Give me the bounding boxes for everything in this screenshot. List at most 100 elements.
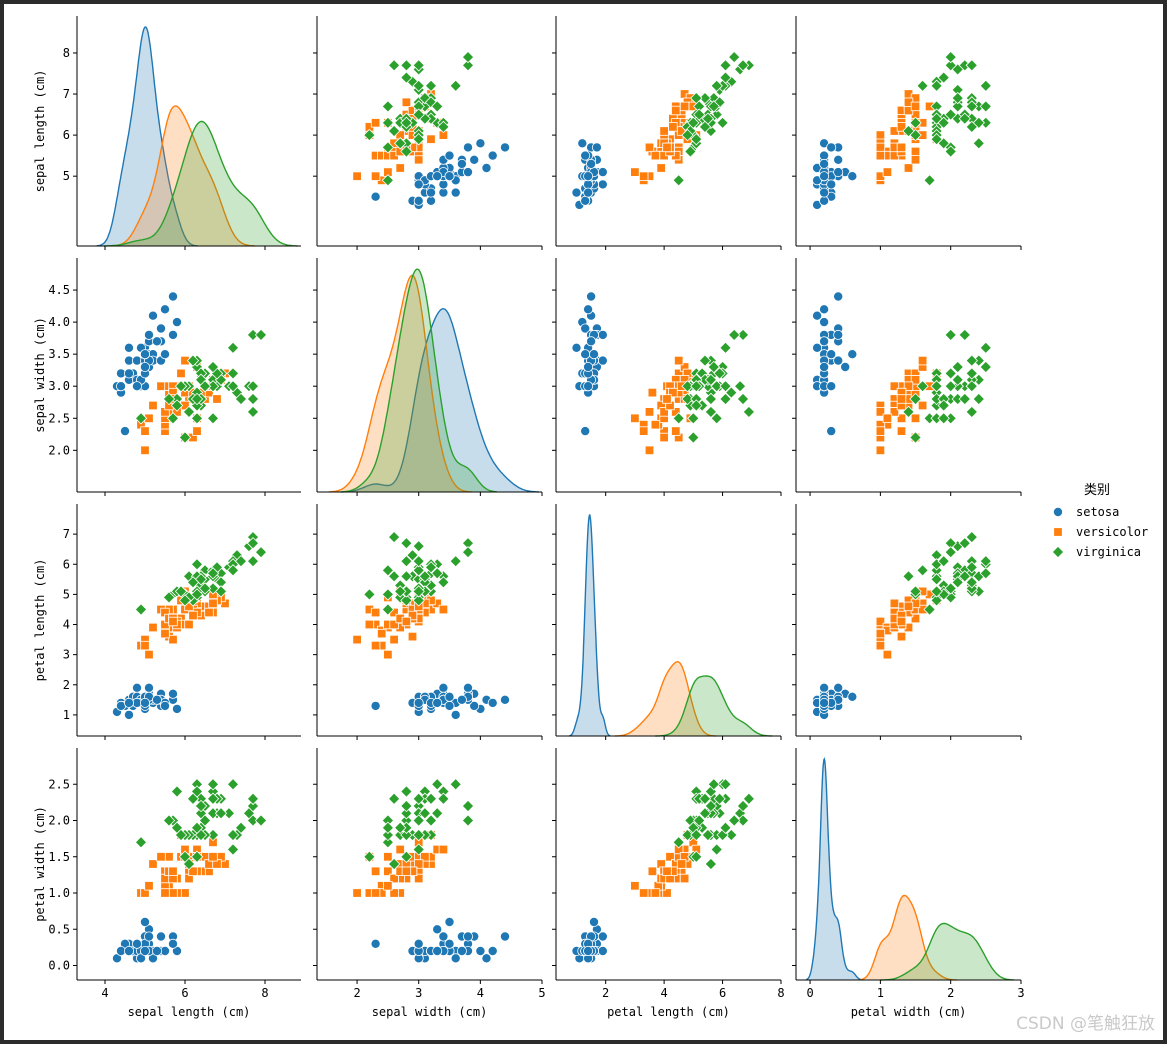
point-setosa — [487, 946, 498, 957]
point-setosa — [159, 349, 170, 360]
point-setosa — [143, 931, 154, 942]
point-virginica — [693, 814, 706, 827]
point-virginica — [979, 567, 992, 580]
point-virginica — [412, 59, 425, 72]
point-virginica — [681, 380, 694, 393]
point-setosa — [583, 946, 594, 957]
point-setosa — [833, 329, 844, 340]
point-setosa — [580, 349, 591, 360]
point-virginica — [937, 555, 950, 568]
point-setosa — [583, 171, 594, 182]
point-setosa — [462, 167, 473, 178]
point-setosa — [462, 142, 473, 153]
point-virginica — [719, 59, 732, 72]
point-setosa — [499, 694, 510, 705]
point-virginica — [412, 594, 425, 607]
point-virginica — [394, 137, 407, 150]
point-virginica — [226, 778, 240, 791]
point-setosa — [462, 682, 473, 693]
y-tick-label: 6 — [63, 128, 70, 142]
point-virginica — [254, 546, 268, 559]
point-virginica — [681, 128, 694, 142]
point-versicolor — [160, 628, 170, 639]
point-virginica — [226, 564, 240, 577]
point-setosa — [819, 304, 830, 315]
point-virginica — [719, 778, 732, 791]
point-virginica — [736, 392, 750, 406]
point-virginica — [944, 328, 957, 342]
point-versicolor — [896, 394, 907, 404]
point-virginica — [186, 354, 200, 367]
point-versicolor — [676, 859, 687, 869]
point-setosa — [571, 187, 582, 198]
panel-petal-width-vs-petal-width — [792, 748, 1022, 984]
point-setosa — [580, 426, 591, 437]
point-versicolor — [401, 616, 412, 627]
point-virginica — [707, 778, 720, 791]
point-virginica — [424, 814, 438, 827]
point-versicolor — [407, 631, 418, 642]
point-virginica — [958, 392, 971, 406]
point-virginica — [400, 807, 413, 820]
point-versicolor — [659, 407, 669, 417]
legend-label-virginica: virginica — [1076, 545, 1141, 559]
point-virginica — [698, 91, 712, 105]
point-setosa — [444, 700, 455, 711]
point-setosa — [847, 691, 858, 702]
point-virginica — [437, 792, 450, 805]
point-setosa — [167, 329, 178, 340]
point-versicolor — [413, 873, 424, 884]
point-virginica — [226, 828, 240, 842]
point-virginica — [930, 79, 943, 92]
point-virginica — [400, 71, 413, 84]
point-virginica — [178, 594, 192, 607]
point-versicolor — [659, 126, 669, 136]
x-tick-label: 6 — [181, 986, 188, 1000]
point-virginica — [937, 71, 950, 84]
x-axis-label-petal-length: petal length (cm) — [607, 1005, 730, 1019]
y-tick-label: 1.0 — [48, 886, 70, 900]
point-virginica — [387, 59, 401, 72]
y-tick-label: 6 — [63, 557, 70, 571]
point-virginica — [951, 100, 964, 113]
point-setosa — [847, 349, 858, 360]
point-setosa — [167, 938, 178, 949]
point-virginica — [387, 124, 401, 138]
point-setosa — [456, 694, 467, 705]
point-setosa — [413, 938, 424, 949]
point-setosa — [589, 349, 600, 360]
point-virginica — [944, 582, 957, 595]
point-virginica — [134, 603, 148, 616]
kde-line-versicolor — [110, 105, 255, 247]
point-virginica — [381, 174, 395, 187]
point-versicolor — [639, 426, 649, 436]
point-versicolor — [370, 171, 381, 181]
point-virginica — [412, 108, 425, 121]
point-virginica — [965, 59, 978, 72]
point-setosa — [143, 329, 154, 340]
point-setosa — [819, 317, 830, 328]
point-virginica — [254, 814, 268, 827]
point-versicolor — [168, 866, 178, 877]
point-versicolor — [420, 852, 430, 862]
point-virginica — [234, 821, 248, 834]
point-virginica — [930, 594, 943, 607]
point-virginica — [134, 412, 148, 425]
point-setosa — [444, 938, 455, 949]
point-virginica — [363, 850, 376, 863]
point-setosa — [139, 361, 150, 372]
point-setosa — [819, 697, 830, 708]
point-virginica — [363, 128, 376, 142]
point-versicolor — [875, 640, 886, 651]
point-virginica — [672, 836, 685, 849]
point-setosa — [438, 682, 449, 693]
point-versicolor — [370, 118, 381, 128]
y-axis-label-sepal-length: sepal length (cm) — [33, 70, 47, 193]
point-virginica — [381, 564, 395, 577]
point-virginica — [214, 807, 228, 820]
y-tick-label: 3.5 — [48, 347, 70, 361]
x-tick-label: 2 — [602, 986, 609, 1000]
point-virginica — [958, 112, 971, 125]
point-versicolor — [639, 171, 649, 181]
point-virginica — [902, 405, 915, 419]
